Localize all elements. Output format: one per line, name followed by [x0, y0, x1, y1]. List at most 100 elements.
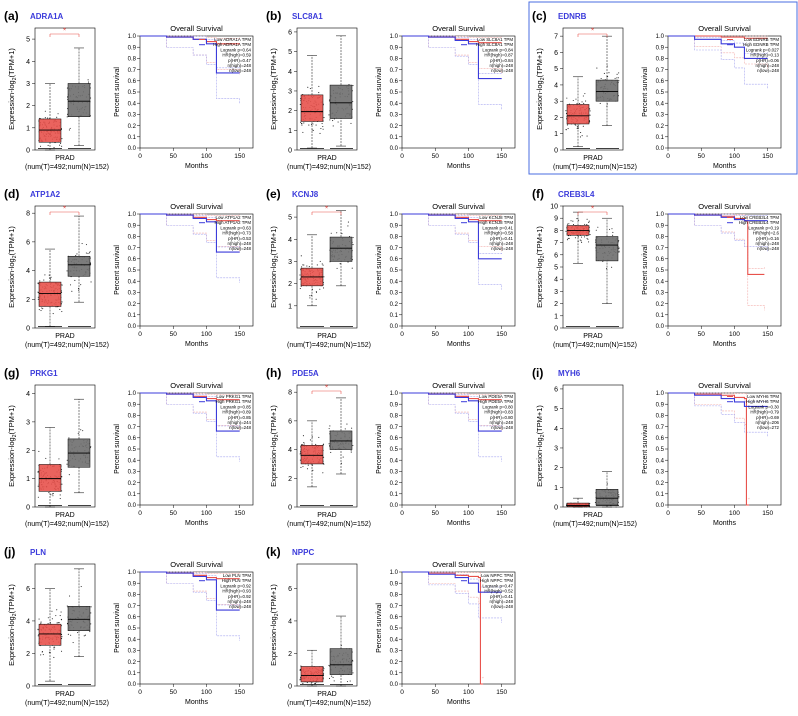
km-y-tick-label: 0.8 [390, 593, 399, 599]
data-point-tumor [311, 436, 313, 438]
data-point-tumor [312, 129, 314, 131]
data-point-normal [597, 226, 599, 228]
km-y-tick-label: 0.6 [390, 436, 399, 442]
y-tick-label: 1 [288, 128, 292, 135]
data-point-tumor [51, 493, 54, 495]
data-point-tumor [322, 264, 324, 266]
survival-plot: Overall Survival 0.0 0.1 0.2 0.3 0.4 0.5 0.6 0.7… [642, 202, 782, 348]
legend-entry: p(HR)=0.41 [490, 236, 513, 241]
boxplot-frame [34, 205, 96, 329]
y-tick-label: 10 [550, 204, 558, 211]
legend-entry: HR(high)=0.73 [222, 231, 251, 236]
km-y-tick-label: 1.0 [128, 34, 137, 40]
data-point-normal [352, 85, 354, 87]
km-y-tick-label: 0.4 [128, 637, 137, 643]
sample-label: (num(T)=492;num(N)=152) [25, 342, 109, 349]
boxplot-frame [296, 205, 358, 329]
data-point-tumor [48, 274, 50, 276]
km-y-tick-label: 0.6 [128, 79, 137, 85]
data-point-tumor [303, 443, 305, 445]
data-point-normal [595, 229, 597, 231]
data-point-normal [66, 87, 68, 89]
data-point-tumor [589, 506, 591, 508]
data-point-tumor [61, 138, 63, 140]
data-point-tumor [323, 117, 325, 119]
data-point-tumor [61, 284, 63, 286]
km-x-tick-label: 0 [138, 689, 142, 696]
panel-ednrb: (c) EDNRB 0 1 2 3 4 5 6 7 Expression-log2(TPM+1) * P… [528, 1, 798, 175]
significance-star: * [63, 27, 66, 36]
panel-creb3l4: (f) CREB3L4 0 1 2 3 4 5 6 7 8 9 10 Expression-log2(TP… [532, 187, 782, 349]
data-point-normal [328, 114, 330, 116]
data-point-normal [70, 634, 72, 636]
km-y-tick-label: 0.4 [128, 101, 137, 107]
sample-label: (num(T)=492;num(N)=152) [553, 342, 637, 349]
dataset-label: PRAD [55, 155, 74, 162]
panel-label: (d) [4, 187, 19, 201]
data-point-tumor [40, 622, 42, 624]
data-point-tumor [310, 682, 312, 684]
data-point-normal [596, 67, 598, 69]
panel-kcnj8: (e) KCNJ8 1 2 3 4 5 Expression-log2(TPM+1) * PRAD… [266, 187, 516, 349]
dataset-label: PRAD [583, 155, 602, 162]
data-point-tumor [580, 240, 582, 242]
data-point-normal [74, 279, 76, 281]
km-x-tick-label: 50 [170, 153, 178, 160]
box-tumor [566, 104, 590, 125]
km-y-tick-label: 0.4 [656, 279, 665, 285]
data-point-normal [611, 266, 613, 268]
data-point-normal [89, 251, 91, 253]
km-y-tick-label: 0.9 [390, 402, 399, 408]
legend-entry: HR(high)=0.89 [222, 410, 251, 415]
legend-entry: Logrank p=0.80 [482, 404, 513, 409]
km-y-tick-label: 0.1 [128, 492, 137, 498]
km-y-tick-label: 0.7 [128, 246, 137, 252]
km-y-tick-label: 0.2 [656, 481, 665, 487]
km-x-tick-label: 50 [170, 510, 178, 517]
km-y-tick-label: 0.9 [128, 45, 137, 51]
data-point-tumor [51, 610, 53, 612]
legend-entry: High PLN TPM [222, 578, 252, 583]
legend-entry: Low NPPC TPM [481, 573, 513, 578]
y-tick-label: 4 [554, 426, 558, 433]
km-y-tick-label: 0.0 [656, 324, 665, 330]
box-tumor [300, 445, 324, 465]
data-point-tumor [299, 459, 301, 461]
data-point-tumor [307, 86, 309, 88]
legend-entry: HR(high)=0.58 [484, 231, 513, 236]
km-xlabel: Months [447, 163, 470, 170]
legend-entry: HR(high)=0.59 [222, 53, 251, 58]
survival-curve-low [668, 35, 768, 39]
data-point-normal [606, 483, 608, 485]
legend-entry: n(low)=248 [491, 604, 513, 609]
km-x-tick-label: 0 [400, 510, 404, 517]
box-normal [595, 489, 619, 506]
ci-lower-low [402, 571, 484, 685]
box-tumor [38, 623, 62, 646]
data-point-tumor [303, 264, 305, 266]
km-ylabel: Percent survival [376, 424, 383, 474]
legend-entry: Low MYH6 TPM [747, 394, 779, 399]
legend-entry: p(HR)=0.80 [490, 415, 513, 420]
data-point-normal [72, 641, 74, 644]
km-y-tick-label: 0.2 [656, 124, 665, 130]
data-point-normal [83, 635, 85, 637]
ci-lower-high [402, 392, 503, 462]
km-ylabel: Percent survival [376, 603, 383, 653]
legend-entry: Logrank p=0.64 [220, 47, 251, 52]
km-y-tick-label: 0.5 [128, 626, 137, 632]
y-tick-label: 6 [288, 586, 292, 593]
data-point-tumor [323, 673, 325, 675]
km-x-tick-label: 150 [496, 689, 507, 696]
km-ylabel: Percent survival [376, 245, 383, 295]
km-title: Overall Survival [170, 24, 223, 33]
data-point-normal [330, 232, 332, 234]
data-point-tumor [302, 264, 304, 266]
legend-entry: Logrank p=0.41 [482, 225, 513, 230]
km-y-tick-label: 1.0 [390, 570, 399, 576]
data-point-normal [350, 122, 352, 124]
km-y-tick-label: 0.4 [128, 279, 137, 285]
km-x-tick-label: 100 [463, 510, 474, 517]
km-x-tick-label: 50 [698, 510, 706, 517]
km-ylabel: Percent survival [376, 67, 383, 117]
